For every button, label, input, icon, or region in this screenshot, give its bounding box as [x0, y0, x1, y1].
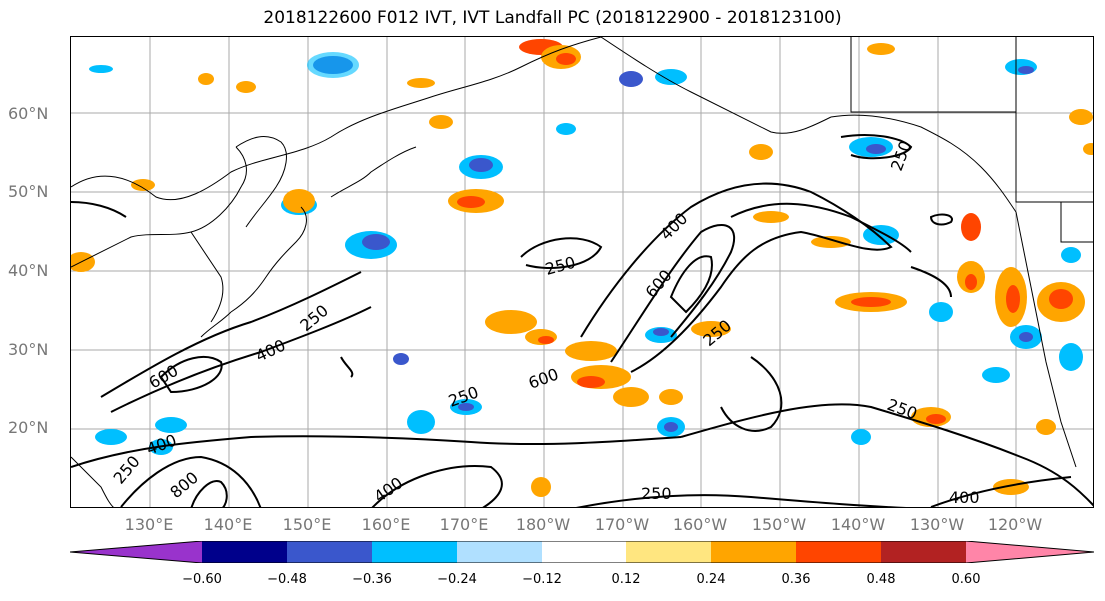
lat-label-20n: 20°N — [8, 418, 49, 437]
colorbar-segment — [70, 541, 202, 563]
colorbar-tick: 0.24 — [696, 572, 726, 587]
contour-label: 600 — [526, 364, 561, 392]
lat-label-30n: 30°N — [8, 340, 49, 359]
lon-label-120w: 120°W — [987, 515, 1043, 534]
colorbar-segment — [881, 541, 966, 563]
lon-label-150e: 150°E — [282, 515, 332, 534]
contour-label: 400 — [949, 488, 980, 507]
lon-label-160w: 160°W — [672, 515, 728, 534]
coastlines — [71, 37, 1093, 507]
colorbar-segment — [202, 541, 287, 563]
map-panel: 250 400 600 800 250 400 250 400 600 250 … — [70, 36, 1094, 508]
contour-label: 400 — [144, 430, 179, 458]
colorbar-segment — [372, 541, 457, 563]
colorbar-segment — [542, 541, 626, 563]
contour-label: 400 — [656, 209, 691, 244]
colorbar-tick: 0.12 — [611, 572, 641, 587]
colorbar-segment — [711, 541, 796, 563]
lon-label-160e: 160°E — [361, 515, 411, 534]
contour-label: 250 — [699, 316, 735, 350]
colorbar-tick: −0.48 — [267, 572, 307, 587]
colorbar-segment — [287, 541, 372, 563]
lon-label-180w: 180°W — [515, 515, 571, 534]
lon-label-130e: 130°E — [124, 515, 174, 534]
lon-label-170e: 170°E — [439, 515, 489, 534]
lat-label-40n: 40°N — [8, 261, 49, 280]
colorbar-segment — [966, 541, 1094, 563]
lat-label-60n: 60°N — [8, 104, 49, 123]
contour-label: 400 — [253, 335, 289, 365]
map-title: 2018122600 F012 IVT, IVT Landfall PC (20… — [263, 8, 842, 28]
colorbar-tick: −0.24 — [437, 572, 477, 587]
contour-label: 250 — [641, 484, 672, 503]
contour-label: 250 — [885, 395, 920, 423]
contour-label: 250 — [543, 253, 577, 279]
lon-label-150w: 150°W — [751, 515, 807, 534]
contour-label: 250 — [110, 452, 144, 488]
graticule — [71, 37, 1093, 507]
colorbar-segment — [626, 541, 711, 563]
colorbar-tick: 0.48 — [866, 572, 896, 587]
colorbar-tick: −0.60 — [182, 572, 222, 587]
pc-shading — [71, 39, 1093, 497]
colorbar — [70, 541, 1094, 563]
lon-label-130w: 130°W — [909, 515, 965, 534]
lat-label-50n: 50°N — [8, 182, 49, 201]
colorbar-segment — [457, 541, 542, 563]
colorbar-tick: −0.36 — [352, 572, 392, 587]
map-canvas: 250 400 600 800 250 400 250 400 600 250 … — [71, 37, 1093, 507]
lon-label-140e: 140°E — [203, 515, 253, 534]
contour-label: 250 — [296, 301, 332, 335]
lon-label-140w: 140°W — [830, 515, 886, 534]
ivt-contours — [71, 134, 1093, 507]
colorbar-tick: −0.12 — [522, 572, 562, 587]
colorbar-tick: 0.60 — [951, 572, 981, 587]
colorbar-segment — [796, 541, 881, 563]
colorbar-tick: 0.36 — [781, 572, 811, 587]
lon-label-170w: 170°W — [594, 515, 650, 534]
contour-label: 400 — [370, 473, 406, 506]
contour-labels: 250 400 600 800 250 400 250 400 600 250 … — [110, 138, 980, 507]
